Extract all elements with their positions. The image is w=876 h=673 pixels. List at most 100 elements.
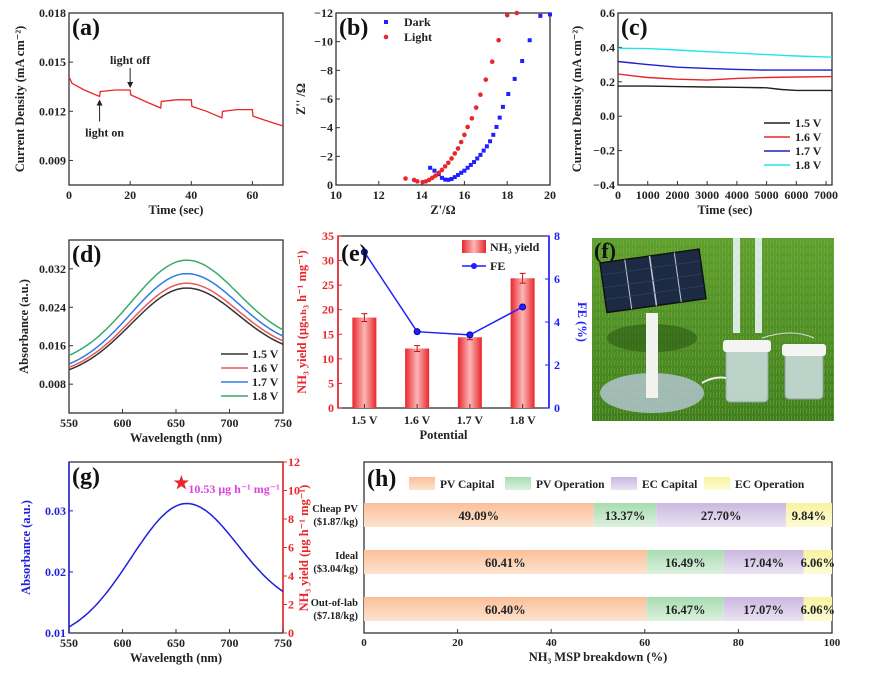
- x-tick-label: 700: [221, 416, 239, 430]
- data-point-light: [514, 10, 520, 16]
- gas-tube: [733, 238, 740, 333]
- y-tick-label: 0.008: [39, 377, 66, 391]
- arrowhead: [96, 99, 103, 106]
- data-point-dark: [512, 76, 517, 81]
- stacked-bar-segment: [723, 597, 804, 621]
- segment-label: 13.37%: [605, 509, 646, 523]
- bar-nh3-yield: [405, 348, 430, 408]
- legend-label: PV Operation: [536, 479, 605, 491]
- absorbance-curve: [68, 502, 284, 628]
- gas-tube: [755, 238, 762, 333]
- fe-point: [466, 331, 474, 339]
- category-price: ($3.04/kg): [313, 564, 358, 575]
- legend-label: 1.6 V: [252, 361, 279, 375]
- series-curve-1.5V: [68, 287, 284, 371]
- x-tick-label: 700: [221, 636, 239, 650]
- annotation-light-on: light on: [85, 126, 124, 140]
- solar-setup-illustration: [592, 238, 834, 421]
- panel-stand: [646, 313, 658, 398]
- y-tick-label: −2: [320, 149, 333, 163]
- y-tick-label-right: 6: [288, 541, 294, 555]
- legend-marker-point: [471, 263, 477, 269]
- y-tick-label: 0.6: [600, 6, 615, 20]
- segment-label: 9.84%: [792, 509, 826, 523]
- y-tick-label: 0.012: [39, 104, 66, 118]
- legend-label: 1.6 V: [795, 130, 822, 144]
- data-point-dark: [500, 104, 505, 109]
- data-point-dark: [481, 148, 486, 153]
- data-point-light: [473, 105, 479, 110]
- y-tick-label-right: 10: [288, 484, 300, 498]
- data-point-dark: [475, 156, 480, 161]
- x-tick-label: 0: [615, 188, 621, 202]
- legend-label: Dark: [404, 15, 431, 29]
- y-tick-label: 0: [328, 401, 334, 415]
- panel-label-f: (f): [594, 238, 616, 263]
- stacked-bar-segment: [803, 597, 832, 621]
- x-tick-label: 60: [639, 637, 651, 649]
- arrowhead: [127, 81, 134, 88]
- data-point-light: [439, 167, 445, 173]
- x-tick-label: 10: [330, 188, 342, 202]
- x-tick-label: 600: [114, 636, 132, 650]
- data-point-light: [478, 92, 483, 97]
- y-tick-label-right: 8: [288, 512, 294, 526]
- x-tick-label: 2000: [665, 188, 689, 202]
- x-tick-label: 80: [733, 637, 745, 649]
- stacked-bar-segment: [656, 503, 786, 527]
- legend-marker: [383, 34, 389, 40]
- y-axis-title: Current Density (mA cm⁻²): [570, 26, 584, 173]
- x-tick-label: 750: [274, 416, 292, 430]
- legend-label: 1.5 V: [795, 116, 822, 130]
- y-axis-title: Absorbance (a.u.): [19, 500, 33, 595]
- data-point-light: [442, 164, 448, 169]
- x-axis-title: NH₃ MSP breakdown (%): [529, 650, 668, 664]
- data-point-dark: [449, 176, 454, 181]
- plot-frame: [617, 12, 833, 186]
- stacked-bar-segment: [646, 550, 724, 574]
- current-line: [68, 76, 284, 127]
- panel-label: (b): [339, 15, 368, 41]
- legend-label: 1.8 V: [252, 389, 279, 403]
- legend-label: 1.8 V: [795, 158, 822, 172]
- data-point-light: [462, 132, 467, 138]
- star-marker: [173, 474, 189, 490]
- data-point-dark: [538, 13, 543, 18]
- y-tick-label-right: 4: [554, 315, 560, 329]
- fe-line: [363, 251, 523, 336]
- panel-label: (h): [367, 466, 396, 492]
- category-label: Cheap PV: [312, 504, 358, 515]
- y-tick-label-right: 2: [288, 598, 294, 612]
- x-tick-label: 12: [373, 188, 385, 202]
- legend-marker-bar: [462, 240, 486, 253]
- y-tick-label: 35: [322, 229, 334, 243]
- solar-panel: [599, 248, 707, 314]
- data-point-light: [469, 116, 475, 121]
- y-tick-label: 15: [322, 327, 334, 341]
- y-tick-label: −4: [320, 121, 333, 135]
- panel-f-photo: (f): [592, 238, 834, 421]
- x-tick-label: 7000: [814, 188, 838, 202]
- stacked-bar-segment: [364, 503, 594, 527]
- legend-marker: [384, 20, 388, 24]
- data-point-light: [415, 179, 420, 184]
- x-tick-label: 18: [501, 188, 513, 202]
- data-point-light: [446, 160, 451, 166]
- y-axis-title-right: NH₃ yield (μg h⁻¹ mg⁻¹): [297, 485, 311, 612]
- annotation-yield: 10.53 μg h⁻¹ mg⁻¹: [188, 482, 280, 496]
- category-label: Ideal: [335, 551, 358, 562]
- x-axis-title: Z'/Ω: [430, 203, 455, 217]
- data-point-dark: [548, 12, 552, 17]
- data-point-dark: [439, 175, 444, 180]
- stacked-bar-segment: [803, 550, 832, 574]
- segment-label: 16.49%: [665, 556, 706, 570]
- x-tick-label: 550: [60, 416, 78, 430]
- x-tick-label: 100: [824, 637, 841, 649]
- legend-swatch: [505, 477, 531, 490]
- segment-label: 6.06%: [801, 603, 835, 617]
- x-tick-label: 20: [124, 188, 136, 202]
- data-point-light: [449, 156, 454, 161]
- bar-nh3-yield: [352, 317, 377, 408]
- series-curve-1.6V: [68, 282, 284, 369]
